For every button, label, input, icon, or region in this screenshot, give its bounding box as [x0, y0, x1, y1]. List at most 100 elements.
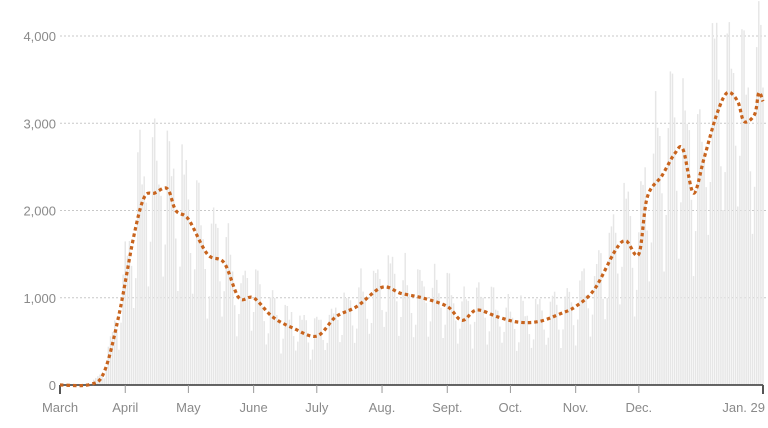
daily-bar: [520, 295, 522, 385]
daily-bar: [713, 38, 716, 385]
daily-bar: [153, 118, 156, 385]
daily-bar: [282, 338, 284, 385]
daily-bar: [356, 328, 358, 385]
daily-bar: [518, 342, 520, 385]
x-tick-label: Oct.: [499, 400, 523, 415]
daily-bar: [250, 330, 253, 385]
daily-bar: [332, 313, 335, 385]
daily-bar: [320, 319, 322, 385]
daily-bar: [644, 167, 646, 385]
daily-bar: [760, 24, 762, 386]
daily-bar: [341, 335, 343, 385]
daily-bar: [105, 367, 108, 385]
daily-bar: [718, 79, 720, 385]
daily-bar: [661, 193, 663, 385]
daily-bar: [137, 152, 139, 385]
daily-bar: [497, 310, 499, 385]
daily-bar: [534, 298, 537, 385]
daily-bar: [482, 297, 484, 385]
daily-bar: [513, 329, 516, 385]
daily-bar: [400, 317, 402, 385]
daily-bar: [231, 271, 234, 385]
daily-bar: [577, 319, 579, 385]
daily-bar: [730, 68, 733, 385]
daily-bar: [608, 232, 611, 385]
daily-bar: [715, 22, 718, 386]
daily-bar: [648, 281, 651, 385]
daily-bar: [227, 223, 230, 385]
x-tick-label: Dec.: [625, 400, 652, 415]
daily-bar: [463, 286, 465, 385]
daily-bar: [358, 287, 360, 385]
daily-bar: [755, 47, 758, 385]
daily-bar: [492, 287, 495, 385]
daily-bar: [585, 295, 587, 385]
daily-bar: [417, 269, 419, 385]
daily-bar: [111, 332, 114, 385]
daily-bar: [682, 78, 684, 385]
daily-bar: [501, 342, 503, 385]
daily-bar: [101, 375, 103, 385]
daily-bar: [621, 266, 623, 385]
daily-bar: [526, 315, 528, 385]
daily-bar: [669, 71, 672, 386]
daily-bar: [699, 109, 701, 386]
daily-bar: [158, 184, 160, 385]
daily-bar: [629, 216, 632, 385]
daily-bar: [551, 295, 554, 385]
daily-bar: [139, 129, 141, 385]
daily-bar: [263, 321, 265, 385]
daily-bar: [642, 184, 644, 385]
daily-bar: [410, 313, 413, 385]
daily-bar: [265, 344, 267, 385]
daily-bar: [703, 151, 705, 385]
daily-bar: [591, 314, 594, 385]
daily-bar: [147, 286, 150, 385]
daily-bar: [126, 255, 129, 385]
daily-bar: [454, 320, 457, 385]
daily-bar: [193, 269, 196, 385]
daily-bar: [398, 335, 400, 385]
daily-bar: [720, 166, 722, 385]
daily-bar: [200, 225, 202, 385]
daily-bar: [248, 300, 251, 385]
daily-bar: [135, 278, 137, 385]
daily-bar: [638, 232, 640, 385]
daily-bar: [503, 331, 505, 385]
daily-bar: [351, 325, 354, 385]
daily-bar: [95, 377, 97, 385]
daily-bar: [671, 73, 674, 385]
daily-bar: [347, 298, 350, 385]
daily-bar: [189, 253, 192, 385]
daily-bar: [734, 145, 737, 385]
daily-bar: [396, 301, 398, 385]
daily-bar: [278, 322, 280, 385]
daily-bar: [461, 301, 463, 385]
daily-bar: [381, 310, 383, 385]
daily-bar: [646, 230, 648, 385]
daily-bar: [273, 297, 276, 385]
daily-bar: [113, 320, 116, 385]
daily-bar: [484, 317, 486, 385]
daily-bar: [297, 341, 299, 385]
daily-bar: [305, 320, 307, 385]
daily-bar: [753, 186, 756, 385]
daily-bar: [433, 263, 436, 385]
daily-bar: [665, 215, 667, 385]
daily-bar: [602, 298, 604, 385]
daily-bar: [724, 172, 726, 385]
daily-bar: [640, 181, 642, 385]
daily-bar: [353, 342, 356, 385]
daily-bar: [303, 315, 305, 385]
daily-bar: [612, 214, 615, 385]
daily-bar: [290, 312, 293, 385]
daily-bar: [238, 314, 240, 385]
daily-bar: [132, 308, 135, 385]
daily-bar: [261, 306, 263, 385]
daily-bar: [600, 253, 602, 385]
daily-bar: [547, 337, 550, 385]
daily-bar: [457, 343, 459, 385]
daily-bar: [688, 130, 691, 385]
daily-bar: [528, 334, 531, 385]
daily-bar: [334, 307, 337, 385]
